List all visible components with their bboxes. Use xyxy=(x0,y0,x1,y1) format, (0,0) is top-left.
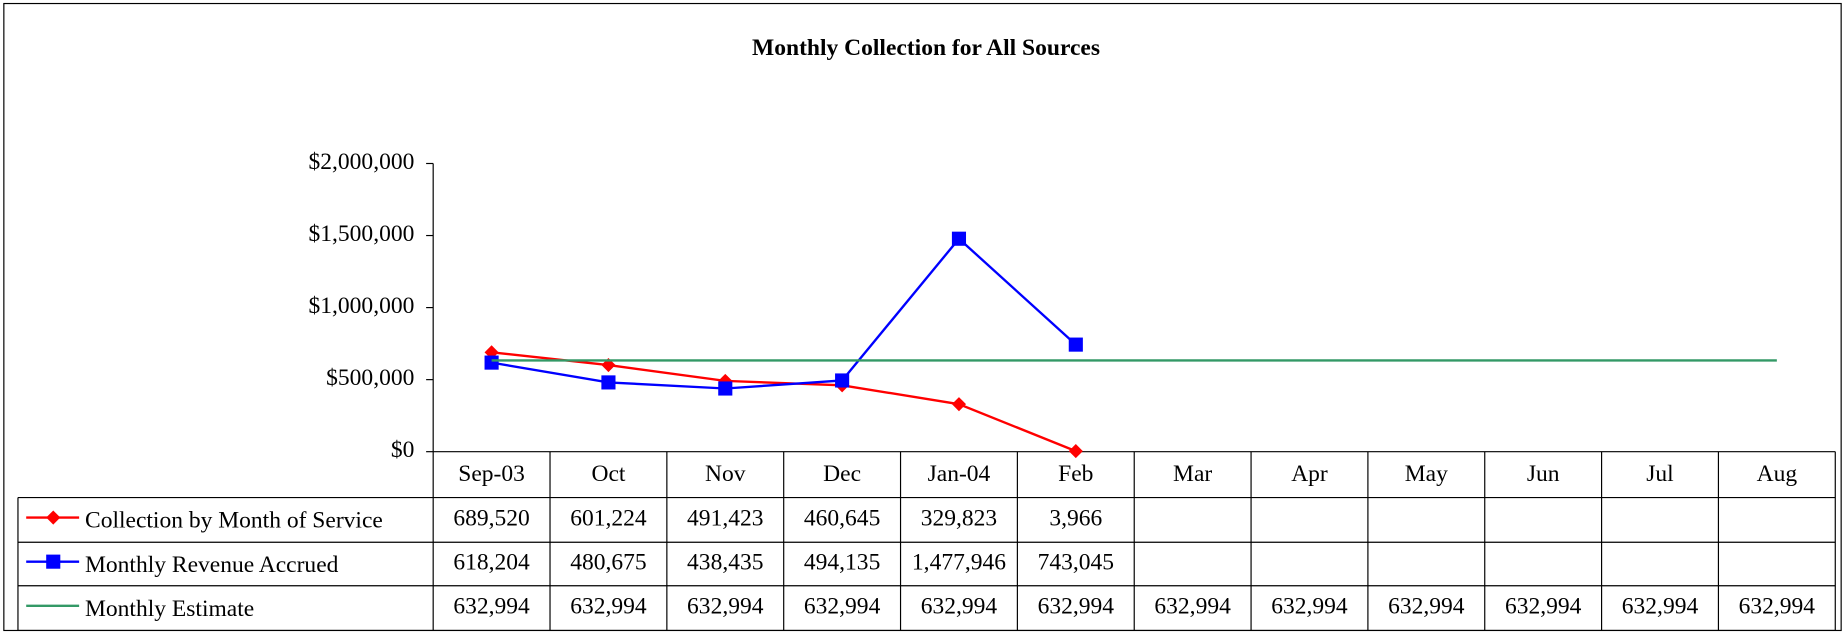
table-cell: 632,994 xyxy=(1505,594,1582,620)
y-tick-label: $500,000 xyxy=(326,365,414,391)
table-cell: 743,045 xyxy=(1038,549,1114,575)
table-cell: 618,204 xyxy=(453,549,530,575)
table-cell: 632,994 xyxy=(687,594,764,620)
marker xyxy=(46,510,61,525)
x-tick-label: Sep-03 xyxy=(458,461,525,487)
table-cell: 689,520 xyxy=(453,505,529,531)
y-tick-label: $1,500,000 xyxy=(309,221,415,247)
table-cell: 491,423 xyxy=(687,505,763,531)
series-line xyxy=(491,237,1077,390)
chart-frame xyxy=(3,2,1842,632)
y-tick-label: $2,000,000 xyxy=(309,149,415,175)
marker xyxy=(951,231,967,246)
table-cell: 480,675 xyxy=(570,549,646,575)
table-cell: 632,994 xyxy=(1388,594,1465,620)
marker xyxy=(951,397,967,412)
table-cell: 632,994 xyxy=(1154,594,1231,620)
series-line xyxy=(491,351,1077,453)
x-tick-label: Mar xyxy=(1173,461,1212,487)
x-tick-label: Jul xyxy=(1646,461,1674,487)
table-cell: 632,994 xyxy=(804,594,881,620)
x-tick-label: Feb xyxy=(1058,461,1093,487)
table-cell: 329,823 xyxy=(921,505,997,531)
marker xyxy=(835,373,850,388)
marker xyxy=(601,375,616,390)
table-cell: 601,224 xyxy=(570,505,647,531)
table-cell: 3,966 xyxy=(1049,505,1102,531)
marker xyxy=(1068,444,1083,459)
legend-label: Collection by Month of Service xyxy=(85,508,383,534)
x-tick-label: Dec xyxy=(823,461,861,487)
marker xyxy=(718,381,733,396)
legend-label: Monthly Revenue Accrued xyxy=(85,552,339,578)
table-cell: 632,994 xyxy=(921,594,998,620)
marker xyxy=(46,554,61,569)
x-tick-label: Jun xyxy=(1527,461,1560,487)
x-tick-label: Jan-04 xyxy=(928,461,991,487)
table-cell: 632,994 xyxy=(570,594,647,620)
chart-title: Monthly Collection for All Sources xyxy=(752,35,1100,61)
table-cell: 1,477,946 xyxy=(912,549,1006,575)
x-tick-label: May xyxy=(1405,461,1448,487)
x-tick-label: Aug xyxy=(1757,461,1798,487)
marker xyxy=(1068,337,1083,352)
x-tick-label: Nov xyxy=(705,461,746,487)
table-cell: 632,994 xyxy=(1622,594,1699,620)
x-tick-label: Apr xyxy=(1291,461,1328,487)
marker xyxy=(484,355,499,370)
legend-label: Monthly Estimate xyxy=(85,596,254,622)
x-tick-label: Oct xyxy=(591,461,625,487)
table-cell: 632,994 xyxy=(1739,594,1816,620)
table-cell: 632,994 xyxy=(1271,594,1348,620)
y-tick-label: $0 xyxy=(391,437,415,463)
y-tick-label: $1,000,000 xyxy=(309,293,415,319)
table-cell: 494,135 xyxy=(804,549,880,575)
table-cell: 632,994 xyxy=(1038,594,1115,620)
table-cell: 460,645 xyxy=(804,505,880,531)
table-cell: 632,994 xyxy=(453,594,530,620)
table-cell: 438,435 xyxy=(687,549,763,575)
